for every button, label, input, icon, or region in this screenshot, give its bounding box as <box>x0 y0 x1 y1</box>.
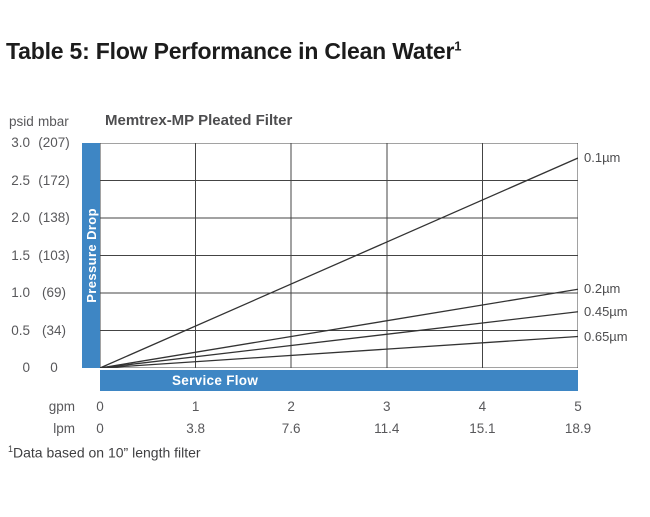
series-label-0.2µm: 0.2µm <box>584 281 621 297</box>
pressure-drop-axis-label: Pressure Drop <box>83 208 99 303</box>
service-flow-axis-bar: Service Flow <box>100 370 578 391</box>
footnote-text: Data based on 10” length filter <box>13 444 201 461</box>
x-tick-value: 3 <box>383 399 391 414</box>
x-axis-unit-label: gpm <box>48 399 75 414</box>
footnote-superscript: 1 <box>8 444 14 454</box>
x-tick-value: 0 <box>96 421 104 436</box>
y-tick-mbar: (103) <box>38 247 70 263</box>
series-label-0.1µm: 0.1µm <box>584 150 621 165</box>
unit-psid-label: psid <box>9 114 34 129</box>
page-title-text: Table 5: Flow Performance in Clean Water <box>6 38 455 64</box>
y-tick-psid: 1.0 <box>11 285 30 300</box>
x-tick-value: 3.8 <box>186 421 205 436</box>
plot-area <box>99 142 579 369</box>
data-line-0.1µm <box>99 157 579 369</box>
x-axis-row-lpm: lpm 0 3.8 7.6 11.4 15.1 18.9 <box>0 421 650 437</box>
series-label-0.65µm: 0.65µm <box>584 328 628 344</box>
x-axis-unit-label: lpm <box>53 421 75 436</box>
x-tick-value: 11.4 <box>374 421 400 436</box>
y-tick-mbar: 0 <box>50 360 58 375</box>
x-tick-value: 4 <box>478 399 487 414</box>
y-tick-mbar: (138) <box>38 210 70 225</box>
y-tick-mbar: (34) <box>41 322 66 338</box>
x-tick-value: 5 <box>574 399 582 414</box>
plot-grid-and-lines <box>99 142 579 369</box>
pressure-drop-axis-bar: Pressure Drop <box>82 143 100 368</box>
data-line-0.45µm <box>99 311 579 369</box>
chart-title: Memtrex-MP Pleated Filter <box>105 112 293 129</box>
series-label-0.45µm: 0.45µm <box>584 303 628 319</box>
x-tick-value: 0 <box>96 399 104 414</box>
x-tick-value: 15.1 <box>469 421 496 436</box>
y-tick-psid: 2.0 <box>11 210 30 225</box>
service-flow-axis-label: Service Flow <box>172 373 259 388</box>
unit-mbar-label: mbar <box>38 114 69 129</box>
y-tick-mbar: (207) <box>38 135 70 150</box>
y-tick-psid: 1.5 <box>11 247 30 263</box>
x-tick-value: 18.9 <box>564 421 592 436</box>
title-superscript: 1 <box>454 38 462 54</box>
y-tick-psid: 0.5 <box>11 322 30 338</box>
y-tick-psid: 3.0 <box>11 135 30 150</box>
y-tick-mbar: (172) <box>38 172 70 188</box>
x-tick-value: 7.6 <box>281 421 301 436</box>
x-axis-row-gpm: gpm 0 1 2 3 4 5 <box>0 399 650 415</box>
page-title: Table 5: Flow Performance in Clean Water… <box>6 38 462 65</box>
x-tick-value: 1 <box>191 399 200 414</box>
y-tick-mbar: (69) <box>41 285 66 300</box>
data-line-0.2µm <box>99 288 579 369</box>
y-tick-psid: 2.5 <box>11 172 30 188</box>
footnote: 1Data based on 10” length filter <box>8 444 201 461</box>
x-tick-value: 2 <box>287 399 295 414</box>
y-tick-psid: 0 <box>22 360 30 375</box>
data-line-0.65µm <box>99 335 579 369</box>
